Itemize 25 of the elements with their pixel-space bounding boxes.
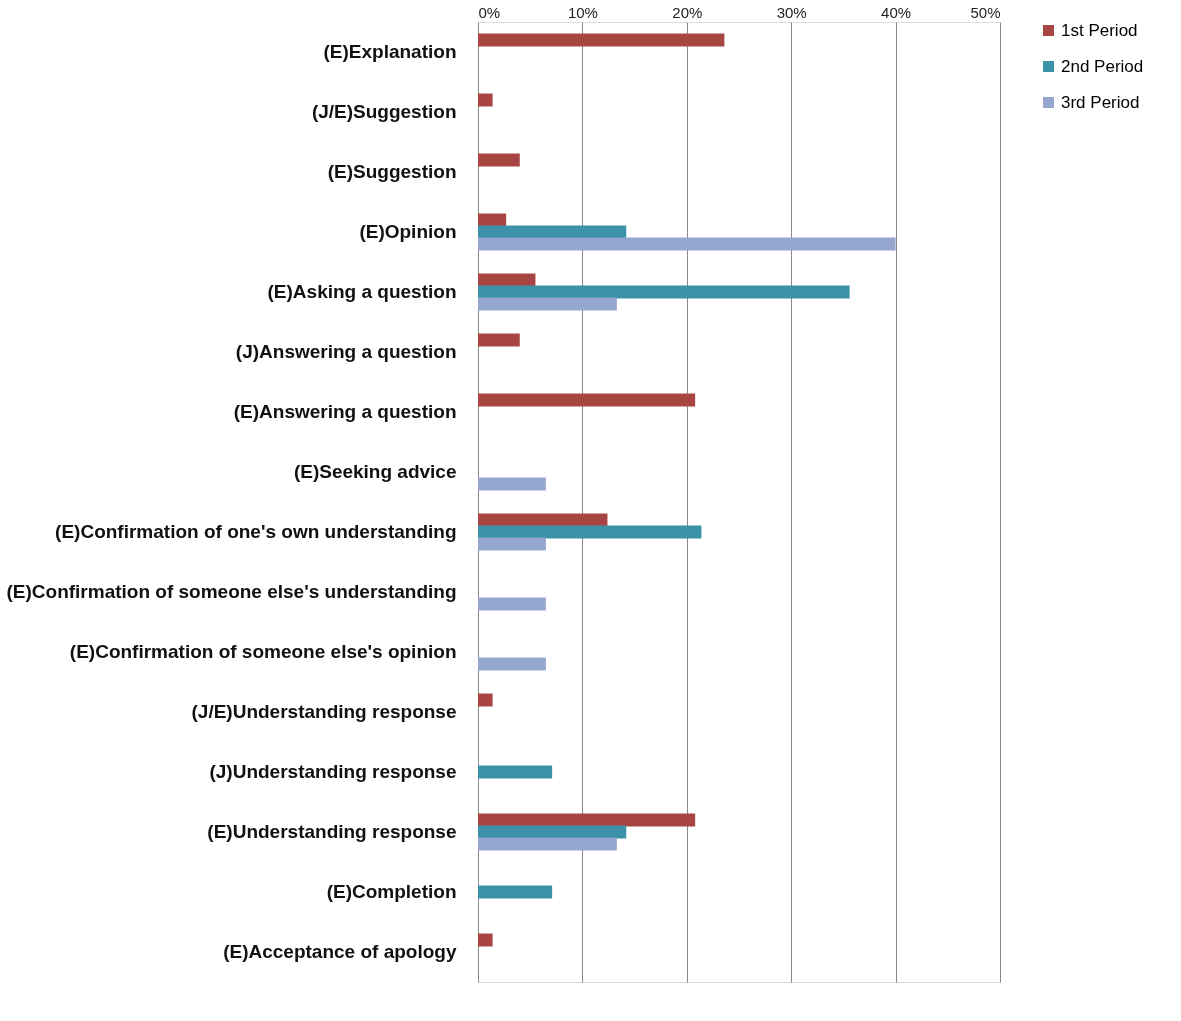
y-tick-label: (J/E)Suggestion — [311, 101, 457, 122]
y-tick-label: (E)Confirmation of someone else's understanding — [6, 581, 457, 602]
y-tick-label: (E)Confirmation of someone else's opinion — [69, 641, 457, 662]
x-tick-label: 40% — [881, 3, 912, 21]
y-tick-label: (E)Opinion — [359, 221, 457, 242]
x-tick-label: 30% — [776, 3, 807, 21]
legend-label: 3rd Period — [1061, 92, 1140, 112]
x-tick-label: 0% — [478, 3, 501, 21]
y-tick-label: (E)Completion — [326, 881, 457, 902]
legend-label: 1st Period — [1061, 20, 1138, 40]
x-tick-label: 10% — [567, 3, 598, 21]
y-tick-label: (J)Understanding response — [209, 761, 457, 782]
y-tick-label: (E)Asking a question — [267, 281, 457, 302]
y-tick-label: (E)Suggestion — [327, 161, 457, 182]
x-tick-label: 50% — [970, 3, 1001, 21]
y-tick-label: (E)Explanation — [323, 41, 457, 62]
y-tick-label: (E)Understanding response — [207, 821, 457, 842]
y-tick-label: (E)Acceptance of apology — [223, 941, 457, 962]
y-tick-label: (E)Confirmation of one's own understanding — [55, 521, 457, 542]
y-tick-label: (J/E)Understanding response — [191, 701, 457, 722]
x-tick-label: 20% — [672, 3, 703, 21]
legend-label: 2nd Period — [1061, 56, 1144, 76]
y-tick-label: (E)Seeking advice — [293, 461, 457, 482]
y-tick-label: (J)Answering a question — [235, 341, 457, 362]
y-tick-label: (E)Answering a question — [233, 401, 457, 422]
